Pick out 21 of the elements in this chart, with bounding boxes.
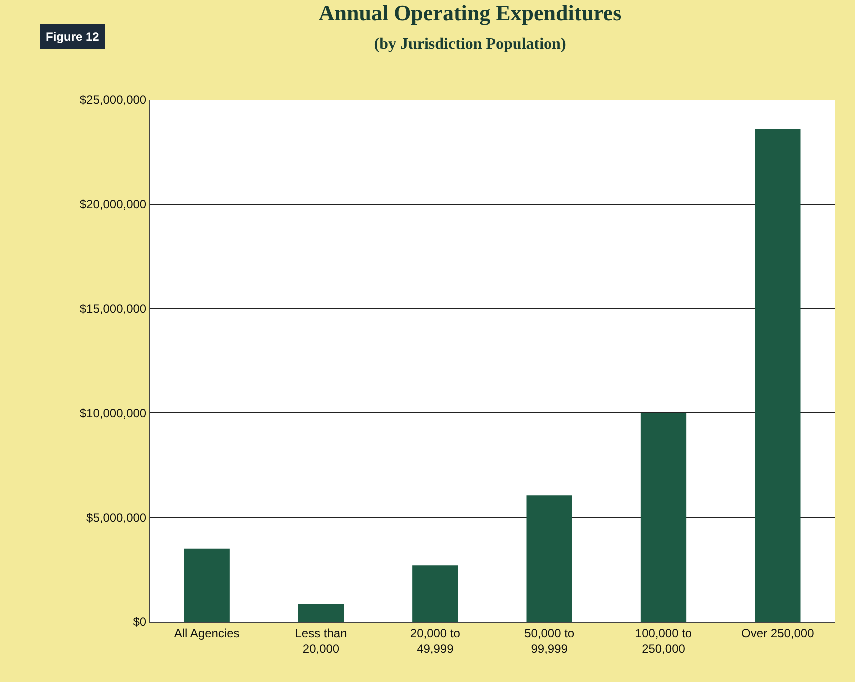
bar xyxy=(755,129,801,622)
bar xyxy=(412,566,458,622)
x-tick-label: Less than 20,000 xyxy=(295,626,348,656)
y-tick-label: $15,000,000 xyxy=(80,302,147,316)
y-tick-label: $25,000,000 xyxy=(80,93,147,108)
bar xyxy=(640,413,687,622)
x-tick-label: 50,000 to 99,999 xyxy=(524,626,575,656)
bar xyxy=(526,496,572,622)
x-tick-label: 100,000 to 250,000 xyxy=(635,626,692,656)
chart-subtitle: (by Jurisdiction Population) xyxy=(374,36,566,54)
x-tick-label: Over 250,000 xyxy=(742,626,815,640)
caption: Figure 12 xyxy=(46,30,100,44)
y-tick-label: $10,000,000 xyxy=(80,406,147,420)
y-tick-label: $5,000,000 xyxy=(86,510,147,525)
chart-title: Annual Operating Expenditures xyxy=(318,0,622,26)
y-tick-label: $0 xyxy=(133,615,147,630)
bar xyxy=(298,604,344,622)
y-tick-label: $20,000,000 xyxy=(80,198,147,212)
x-tick-label: 20,000 to 49,999 xyxy=(410,626,461,656)
bar xyxy=(184,548,230,622)
x-tick-label: All Agencies xyxy=(174,626,240,640)
